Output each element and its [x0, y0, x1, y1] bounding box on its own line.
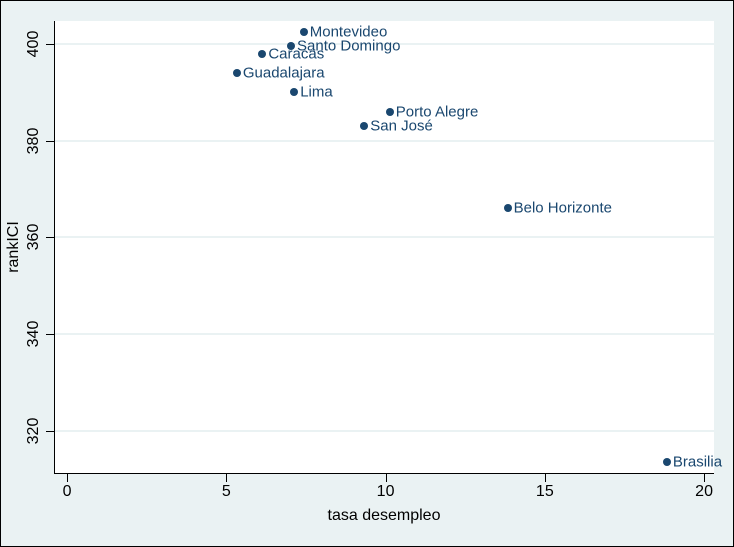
- h-gridline-340: [55, 333, 714, 336]
- data-point-marker: [503, 204, 512, 213]
- y-tick-label: 360: [25, 224, 42, 251]
- y-tick-label: 400: [25, 30, 42, 58]
- y-tick-mark-360: [46, 237, 54, 239]
- y-tick-label: 380: [25, 127, 42, 155]
- x-tick-mark-20: [704, 474, 706, 482]
- data-point-marker: [258, 49, 267, 58]
- y-tick-label: 340: [25, 320, 42, 348]
- data-point-marker: [360, 122, 369, 131]
- plot-area: Montevideo Santo Domingo Caracas Guadalajar…: [54, 21, 722, 474]
- y-tick-mark-380: [46, 140, 54, 142]
- x-tick-mark-10: [385, 474, 387, 482]
- y-tick-label: 320: [25, 417, 42, 445]
- y-tick-mark-340: [46, 334, 54, 336]
- data-point-label: Brasilia: [672, 453, 723, 471]
- h-gridline-380: [55, 139, 714, 142]
- h-gridline-400: [55, 42, 714, 45]
- data-point-label: Santo Domingo: [297, 37, 401, 55]
- h-gridline-320: [55, 429, 714, 432]
- data-point-marker: [299, 27, 308, 36]
- data-point-label: Caracas: [268, 45, 325, 63]
- x-tick-label: 10: [376, 483, 395, 500]
- data-point-label: Guadalajara: [242, 64, 325, 82]
- data-point-marker: [385, 107, 394, 116]
- x-tick-label: 15: [535, 483, 554, 500]
- data-point-label: Porto Alegre: [395, 103, 479, 121]
- x-tick-mark-5: [226, 474, 228, 482]
- data-point-label: Lima: [300, 83, 333, 101]
- y-tick-mark-320: [46, 430, 54, 432]
- h-gridline-360: [55, 236, 714, 239]
- x-tick-label: 20: [695, 483, 713, 500]
- data-point-marker: [662, 458, 671, 467]
- x-tick-label: 0: [62, 483, 72, 500]
- data-point-label: Belo Horizonte: [513, 199, 612, 217]
- data-point-marker: [287, 42, 296, 51]
- x-tick-mark-0: [67, 474, 69, 482]
- x-axis-title: tasa desempleo: [327, 507, 441, 524]
- y-axis-title: rankICI: [5, 221, 22, 273]
- data-point-label: San José: [370, 117, 433, 135]
- y-tick-mark-400: [46, 43, 54, 45]
- x-tick-mark-15: [544, 474, 546, 482]
- data-point-marker: [232, 68, 241, 77]
- x-tick-label: 5: [221, 483, 231, 500]
- data-point-label: Montevideo: [309, 23, 388, 41]
- data-point-marker: [290, 88, 299, 97]
